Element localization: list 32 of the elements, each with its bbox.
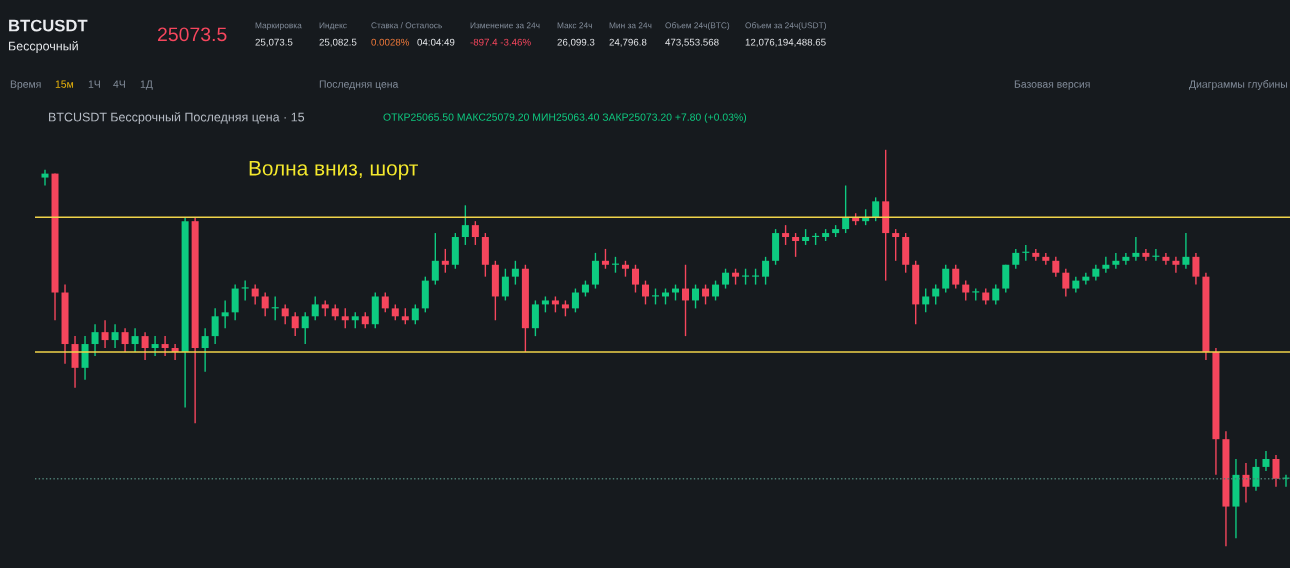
text: ОТКР25065.50 МАКС25079.20 МИН25063.40 ЗАКР25073.20 +7.80 (+0.03%) bbox=[383, 113, 747, 123]
text: 12,076,194,488.65 bbox=[745, 38, 826, 47]
text: 1Ч bbox=[88, 80, 100, 88]
text: Объем за 24ч(USDT) bbox=[745, 22, 826, 30]
annotation: Волна вниз, шорт bbox=[249, 161, 418, 180]
text: 04:04:49 bbox=[417, 38, 455, 46]
text: 25,082.5 bbox=[319, 38, 357, 47]
text: 25073.5 bbox=[157, 27, 227, 42]
text: 473,553.568 bbox=[665, 38, 719, 47]
text: 0.0028% bbox=[371, 38, 410, 46]
text: BTCUSDT bbox=[9, 19, 88, 32]
text: Маркировка bbox=[255, 22, 302, 30]
text: 1Д bbox=[140, 80, 153, 90]
text: 25,073.5 bbox=[255, 38, 293, 47]
text: Мин за 24ч bbox=[609, 22, 652, 29]
text: Индекс bbox=[319, 22, 347, 30]
text: Базовая версия bbox=[1014, 80, 1090, 90]
text: Диаграммы глубины bbox=[1189, 80, 1288, 90]
text: Последняя цена bbox=[319, 80, 399, 90]
text: Время bbox=[10, 80, 41, 90]
text: 15м bbox=[55, 80, 74, 88]
text: -897.4 -3.46% bbox=[470, 38, 531, 46]
text: 24,796.8 bbox=[609, 38, 647, 47]
text: Макс 24ч bbox=[557, 22, 592, 29]
text: 4Ч bbox=[113, 80, 125, 88]
candlestick bbox=[241, 279, 249, 302]
text: Ставка / Осталось bbox=[371, 22, 442, 29]
text: 26,099.3 bbox=[557, 38, 595, 47]
chart-title: BTCUSDT Бессрочный Последняя цена · 15 bbox=[49, 112, 305, 124]
text: Бессрочный bbox=[9, 41, 78, 53]
text: Изменение за 24ч bbox=[470, 22, 540, 29]
text: Объем 24ч(BTC) bbox=[665, 22, 730, 30]
